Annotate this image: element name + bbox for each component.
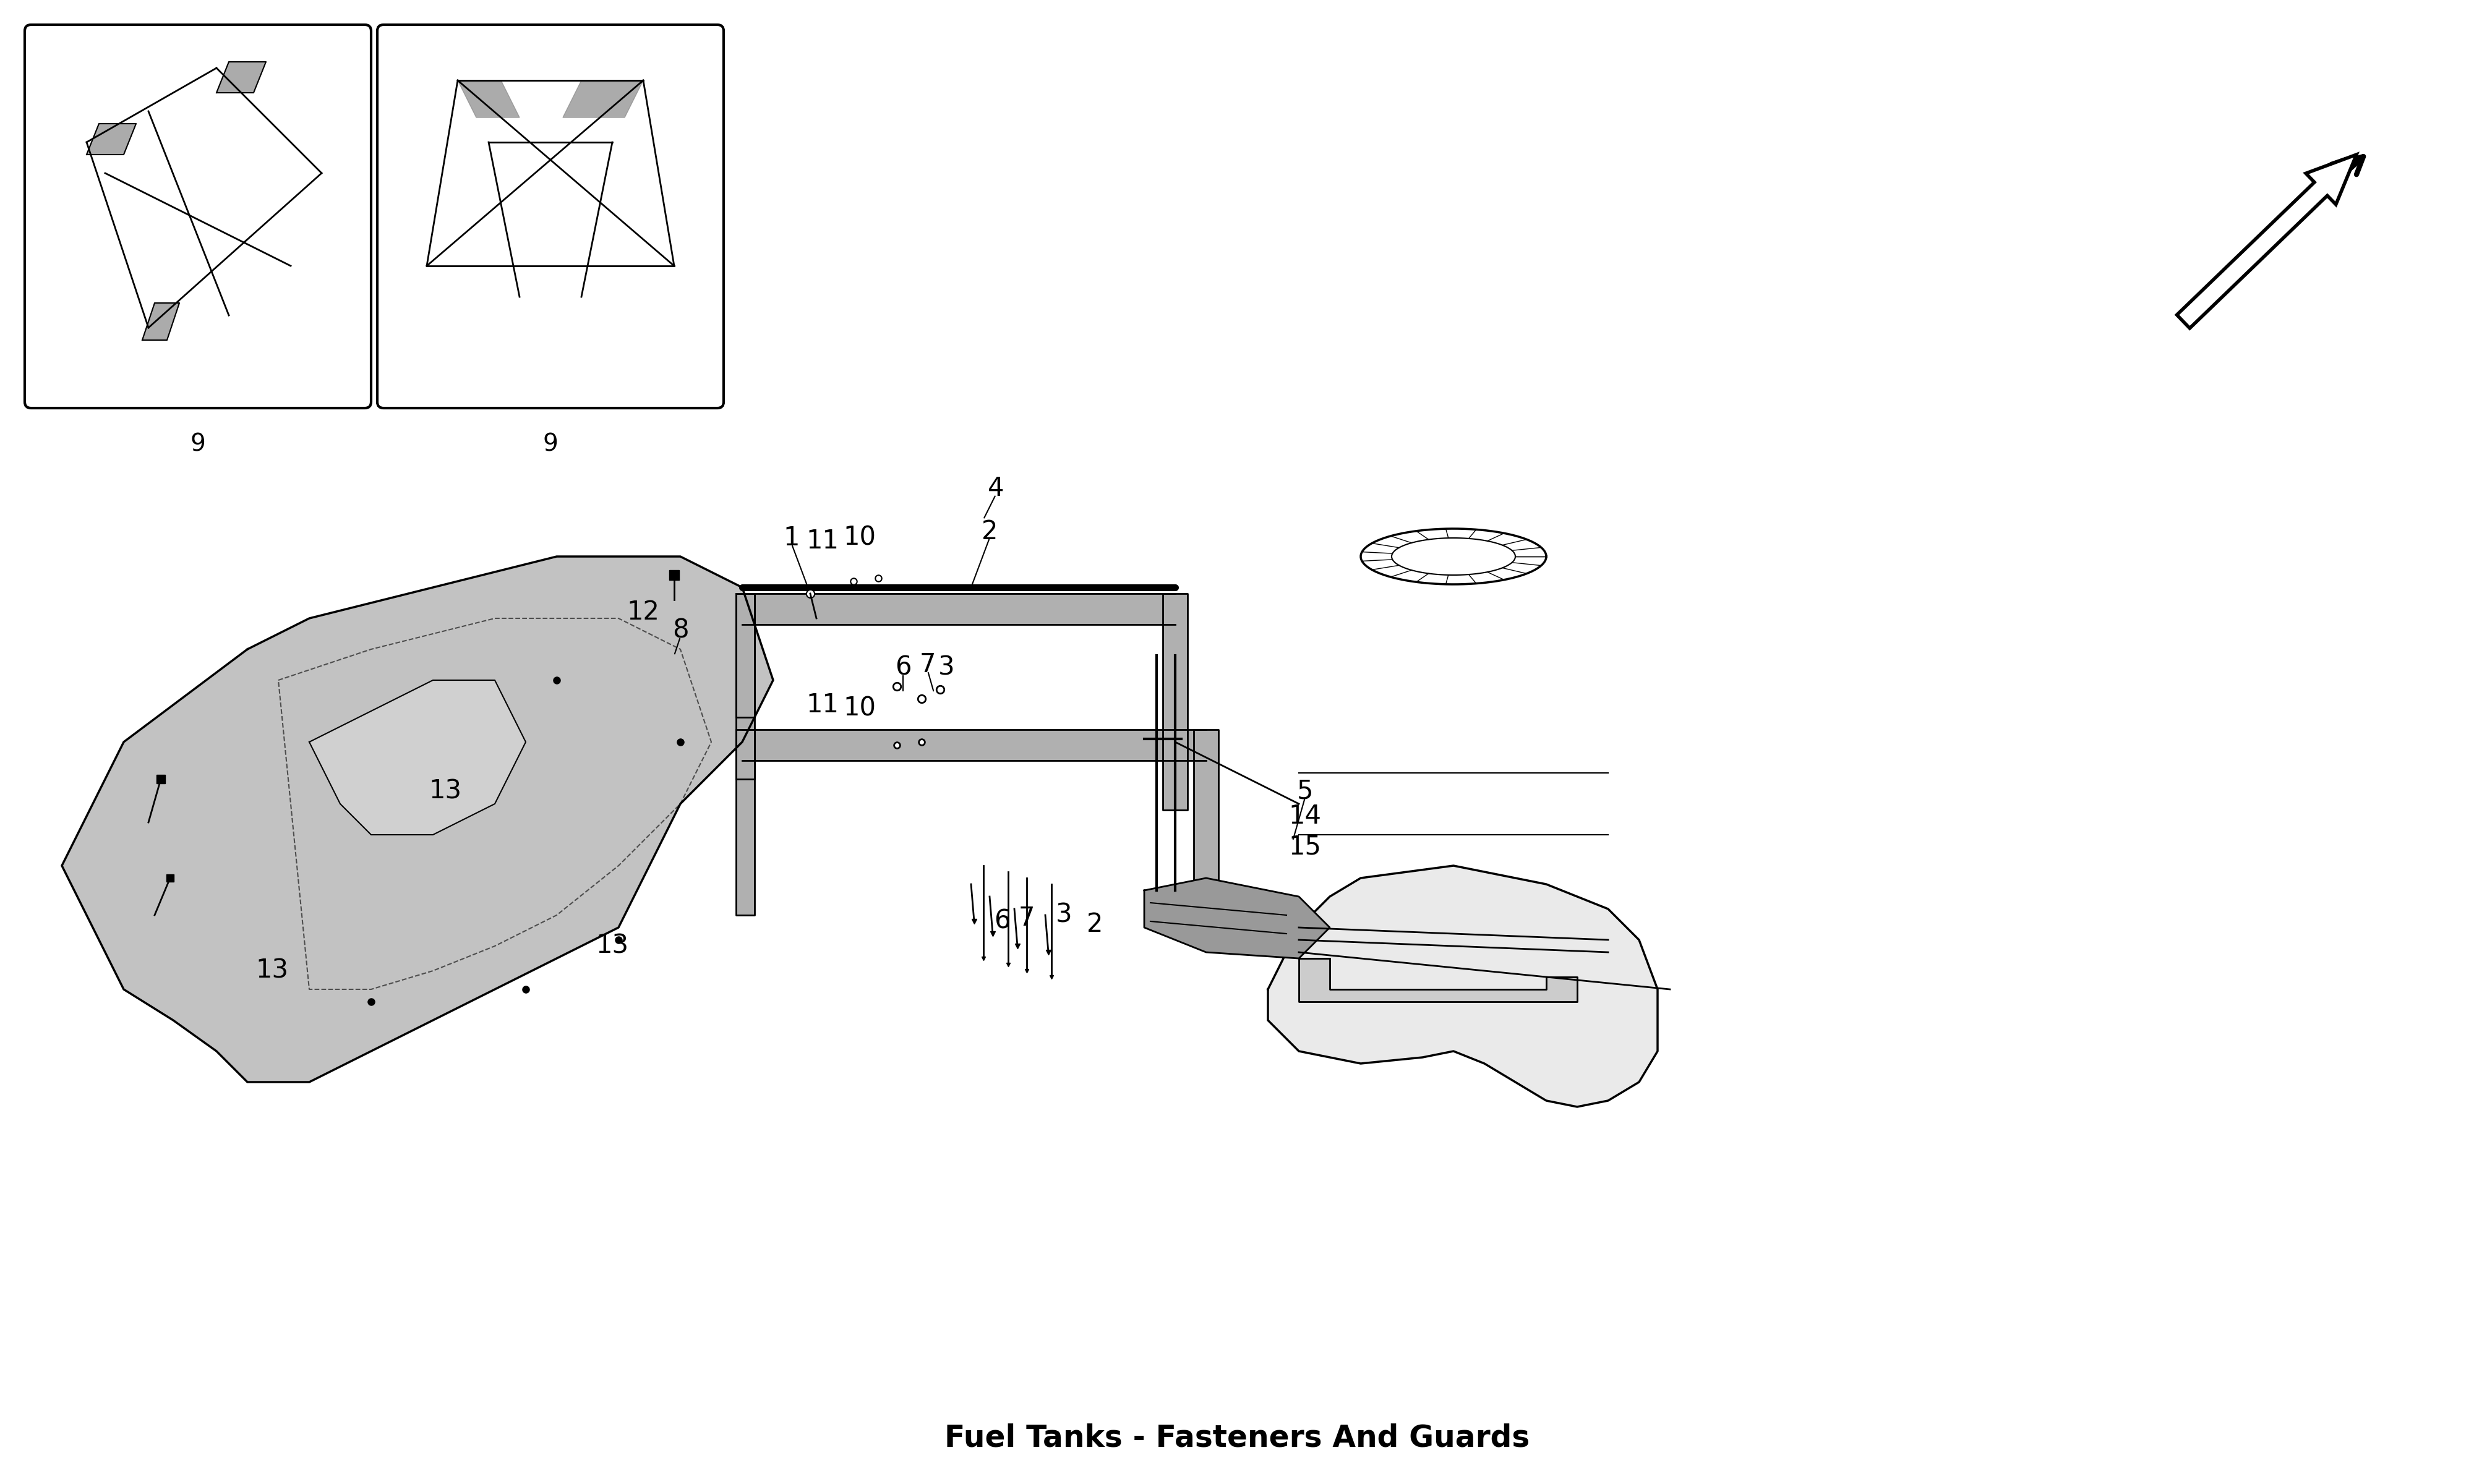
Polygon shape (737, 730, 755, 916)
Polygon shape (1143, 879, 1331, 959)
Polygon shape (62, 556, 772, 1082)
Text: 13: 13 (596, 933, 628, 959)
Text: 3: 3 (938, 654, 955, 681)
Text: 9: 9 (542, 433, 559, 457)
FancyBboxPatch shape (376, 25, 722, 408)
Text: 14: 14 (1289, 803, 1321, 830)
Text: 1: 1 (784, 525, 799, 551)
Text: 13: 13 (255, 957, 289, 984)
Text: 6: 6 (995, 908, 1009, 935)
Text: 5: 5 (1296, 779, 1314, 804)
Polygon shape (309, 680, 524, 834)
Polygon shape (458, 80, 520, 117)
Text: 9: 9 (190, 433, 205, 457)
Text: 2: 2 (982, 519, 997, 545)
Text: 10: 10 (844, 525, 876, 551)
Text: Fuel Tanks - Fasteners And Guards: Fuel Tanks - Fasteners And Guards (945, 1423, 1529, 1453)
Polygon shape (2177, 154, 2355, 328)
Polygon shape (737, 594, 755, 717)
Polygon shape (87, 123, 136, 154)
Text: 11: 11 (807, 528, 839, 554)
Text: 13: 13 (428, 779, 463, 804)
Text: 10: 10 (844, 695, 876, 721)
Text: 7: 7 (920, 651, 935, 678)
Text: 11: 11 (807, 692, 839, 718)
Polygon shape (737, 594, 755, 779)
Polygon shape (218, 62, 267, 92)
Text: 8: 8 (673, 617, 688, 644)
Text: 2: 2 (1086, 911, 1103, 938)
Polygon shape (742, 594, 1175, 625)
Polygon shape (1163, 594, 1188, 810)
Polygon shape (1267, 865, 1658, 1107)
Text: 6: 6 (896, 654, 910, 681)
Text: 12: 12 (626, 600, 661, 625)
Polygon shape (143, 303, 178, 340)
Text: 3: 3 (1056, 902, 1071, 927)
FancyBboxPatch shape (25, 25, 371, 408)
Text: 4: 4 (987, 475, 1004, 502)
Polygon shape (564, 80, 643, 117)
Polygon shape (742, 730, 1207, 760)
Polygon shape (1299, 959, 1578, 1002)
Polygon shape (1192, 730, 1217, 902)
Text: 7: 7 (1019, 905, 1034, 932)
Text: 15: 15 (1289, 834, 1321, 861)
